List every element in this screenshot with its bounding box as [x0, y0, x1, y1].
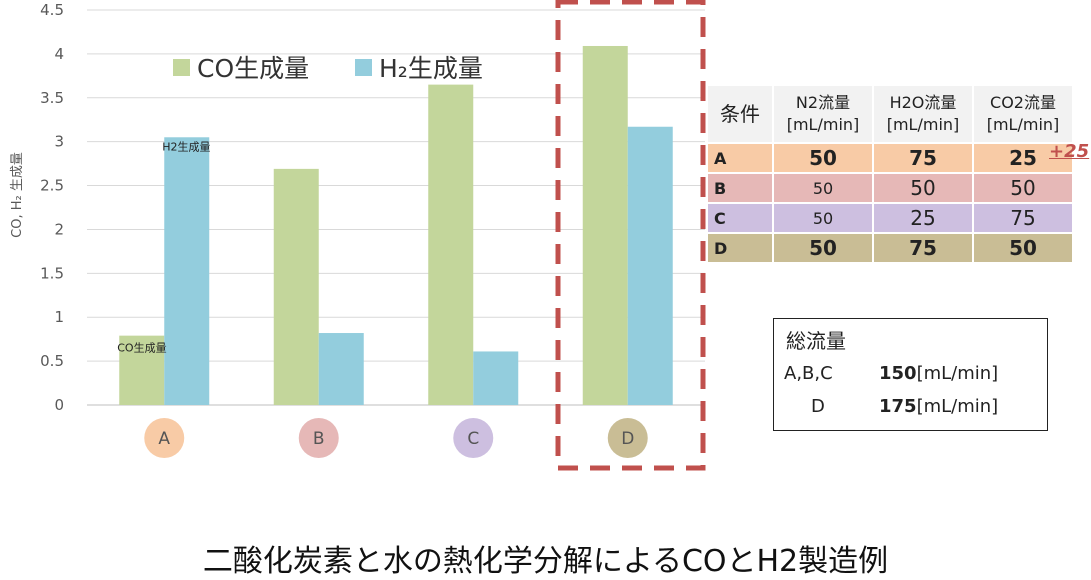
legend-swatch [355, 59, 372, 76]
bar-chart: 0 0.5 1 1.5 2 2.5 3 3.5 4 4.5 CO, H₂ 生成量 CO生成量 H2生… [10, 0, 1068, 471]
category-label: B [313, 429, 325, 449]
category-marker-c [453, 418, 494, 458]
cell-h2o: 75 [873, 233, 974, 264]
table-row: A 50 75 25 [708, 143, 1074, 174]
co-bar-a [119, 335, 165, 405]
row-label: A [708, 143, 774, 174]
table-row: B 50 50 50 [708, 173, 1074, 204]
conditions-table: 条件 N2流量 [mL/min] H2O流量 [mL/min] CO2流量 [mL/m… [708, 86, 1074, 264]
cell-n2: 50 [773, 173, 874, 204]
category-label: C [467, 429, 479, 449]
legend-swatch [173, 59, 190, 76]
y-tick-label: 1.5 [40, 264, 64, 282]
h2-a-data-label: H2生成量 [162, 139, 210, 153]
category-label: D [621, 429, 634, 449]
category-label: A [158, 429, 170, 449]
co-bar-b [273, 168, 319, 405]
co-a-data-label: CO生成量 [117, 341, 166, 355]
y-tick-label: 3 [54, 133, 64, 151]
total-label: D [811, 396, 825, 417]
category-marker-a [144, 418, 185, 458]
cell-n2: 50 [773, 143, 874, 174]
total-label: A,B,C [784, 363, 833, 384]
total-value: 175[mL/min] [879, 396, 999, 417]
co-bar-c [428, 84, 474, 405]
y-tick-label: 2 [54, 220, 64, 238]
col-co2: CO2流量 [mL/min] [973, 86, 1074, 144]
cell-co2: 75 [973, 203, 1074, 234]
category-marker-b [298, 418, 339, 458]
highlight-box-d [555, 0, 706, 471]
y-tick-label: 2.5 [40, 177, 64, 195]
cell-n2: 50 [773, 233, 874, 264]
category-marker-d [607, 418, 648, 458]
cell-co2: 50 [973, 233, 1074, 264]
col-n2: N2流量 [mL/min] [773, 86, 874, 144]
cell-co2: 50 [973, 173, 1074, 204]
h2-bar-d [627, 126, 673, 405]
legend: CO生成量 H₂生成量 [173, 54, 483, 83]
cell-h2o: 75 [873, 143, 974, 174]
h2-bar-c [473, 351, 519, 405]
h2-bar-a [164, 137, 210, 405]
row-label: D [708, 233, 774, 264]
y-tick-label: 0 [54, 396, 64, 414]
cell-h2o: 50 [873, 173, 974, 204]
category-markers: A B C D [144, 418, 648, 458]
y-tick-label: 0.5 [40, 352, 64, 370]
caption: 二酸化炭素と水の熱化学分解によるCOとH2製造例 [202, 544, 889, 579]
increase-note: +25 [1049, 141, 1090, 162]
legend-label: H₂生成量 [379, 54, 483, 83]
row-label: B [708, 173, 774, 204]
table-row: C 50 25 75 [708, 203, 1074, 234]
col-h2o: H2O流量 [mL/min] [873, 86, 974, 144]
y-tick-label: 3.5 [40, 89, 64, 107]
cell-n2: 50 [773, 203, 874, 234]
total-value: 150[mL/min] [879, 363, 999, 384]
co-bar-d [582, 45, 628, 405]
cell-co2: 25 [973, 143, 1074, 174]
bars: CO生成量 H2生成量 [117, 45, 673, 405]
y-axis-ticks: 0 0.5 1 1.5 2 2.5 3 3.5 4 4.5 [40, 1, 64, 414]
total-flow-title: 総流量 [786, 329, 846, 353]
y-tick-label: 1 [54, 308, 64, 326]
corner-label: 条件 [708, 86, 774, 144]
y-tick-label: 4.5 [40, 1, 64, 19]
cell-h2o: 25 [873, 203, 974, 234]
table-row: D 50 75 50 [708, 233, 1074, 264]
row-label: C [708, 203, 774, 234]
legend-label: CO生成量 [197, 54, 309, 83]
y-tick-label: 4 [54, 45, 64, 63]
total-flow-box: 総流量 A,B,C 150[mL/min] D 175[mL/min] [773, 318, 1048, 431]
h2-bar-b [318, 333, 364, 405]
table-header-row: 条件 N2流量 [mL/min] H2O流量 [mL/min] CO2流量 [mL/m… [708, 86, 1074, 144]
y-axis-label: CO, H₂ 生成量 [10, 152, 25, 238]
